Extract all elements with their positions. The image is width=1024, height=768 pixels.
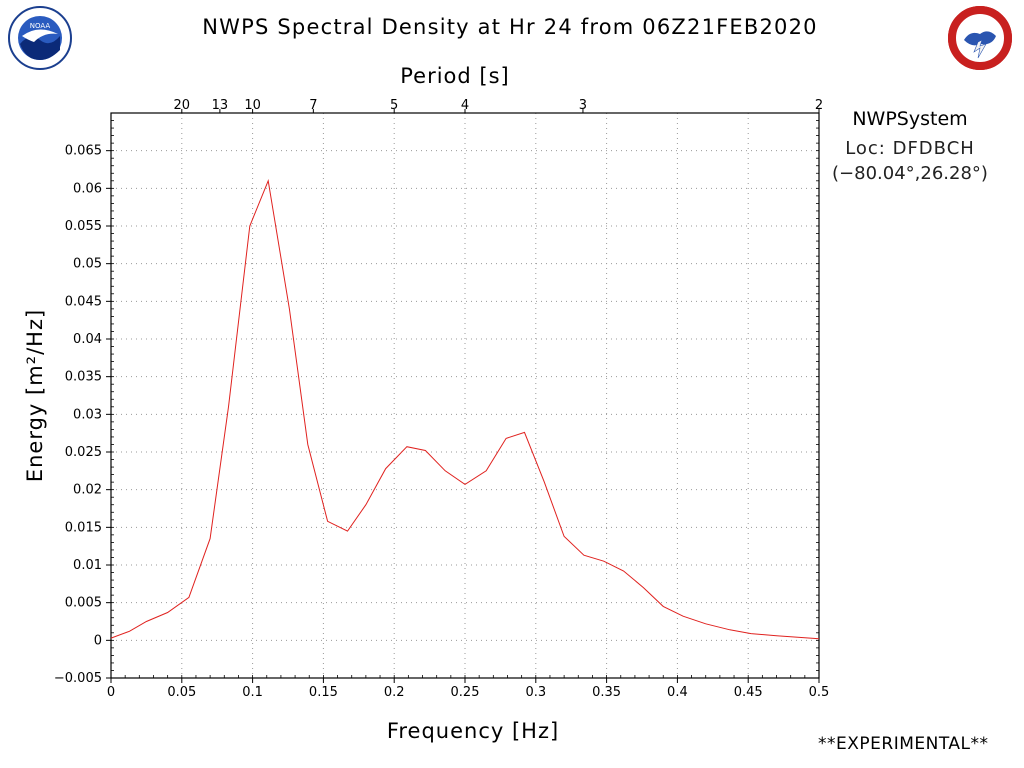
period-tick-label: 7 [309, 98, 317, 113]
y-tick-label: 0.055 [65, 219, 102, 234]
tick-layer: 0 0.05 0.1 0.15 0.2 0.25 0.3 0.35 0.4 0.45 0.5 −0.0… [54, 98, 829, 700]
y-axis-label: Energy [m²/Hz] [23, 309, 47, 482]
y-tick-label: 0.02 [73, 483, 102, 498]
x-tick-label: 0.05 [167, 685, 196, 700]
location-label: Loc: DFDBCH [845, 138, 975, 159]
y-tick-label: 0 [94, 633, 102, 648]
x-tick-label: 0.15 [309, 685, 338, 700]
nws-logo [948, 6, 1012, 70]
noaa-logo-icon: NOAA [8, 6, 72, 70]
y-tick-label: 0.04 [73, 332, 102, 347]
x-tick-label: 0.35 [592, 685, 621, 700]
x-tick-label: 0.2 [384, 685, 405, 700]
period-axis-label: Period [s] [400, 64, 510, 88]
x-tick-label: 0.3 [525, 685, 546, 700]
location-coords: (−80.04°,26.28°) [832, 163, 988, 184]
x-tick-label: 0.1 [242, 685, 263, 700]
experimental-note: **EXPERIMENTAL** [818, 734, 989, 754]
x-tick-label: 0.25 [451, 685, 480, 700]
y-tick-label: 0.015 [65, 520, 102, 535]
period-tick-label: 13 [212, 98, 229, 113]
y-tick-label: 0.01 [73, 558, 102, 573]
y-tick-label: 0.05 [73, 257, 102, 272]
y-tick-label: 0.06 [73, 181, 102, 196]
y-tick-label: 0.035 [65, 370, 102, 385]
period-tick-label: 3 [579, 98, 587, 113]
x-tick-label: 0.4 [667, 685, 688, 700]
grid-layer [111, 113, 819, 678]
period-tick-label: 20 [174, 98, 191, 113]
system-name: NWPSystem [852, 108, 968, 130]
x-tick-label: 0.45 [734, 685, 763, 700]
x-axis-label: Frequency [Hz] [387, 719, 559, 743]
noaa-logo: NOAA [8, 6, 72, 70]
period-tick-label: 2 [815, 98, 823, 113]
y-tick-label: 0.03 [73, 407, 102, 422]
national-weather-service-logo-icon [948, 6, 1012, 70]
period-tick-label: 5 [390, 98, 398, 113]
y-tick-label: 0.005 [65, 596, 102, 611]
period-tick-label: 4 [461, 98, 469, 113]
y-tick-label: −0.005 [54, 671, 102, 686]
chart-title: NWPS Spectral Density at Hr 24 from 06Z2… [202, 15, 818, 39]
x-tick-label: 0.5 [809, 685, 830, 700]
y-tick-label: 0.065 [65, 144, 102, 159]
y-tick-label: 0.045 [65, 294, 102, 309]
noaa-logo-text: NOAA [30, 22, 51, 30]
series-line [110, 178, 820, 640]
period-tick-label: 10 [244, 98, 261, 113]
x-tick-label: 0 [107, 685, 115, 700]
y-tick-label: 0.025 [65, 445, 102, 460]
